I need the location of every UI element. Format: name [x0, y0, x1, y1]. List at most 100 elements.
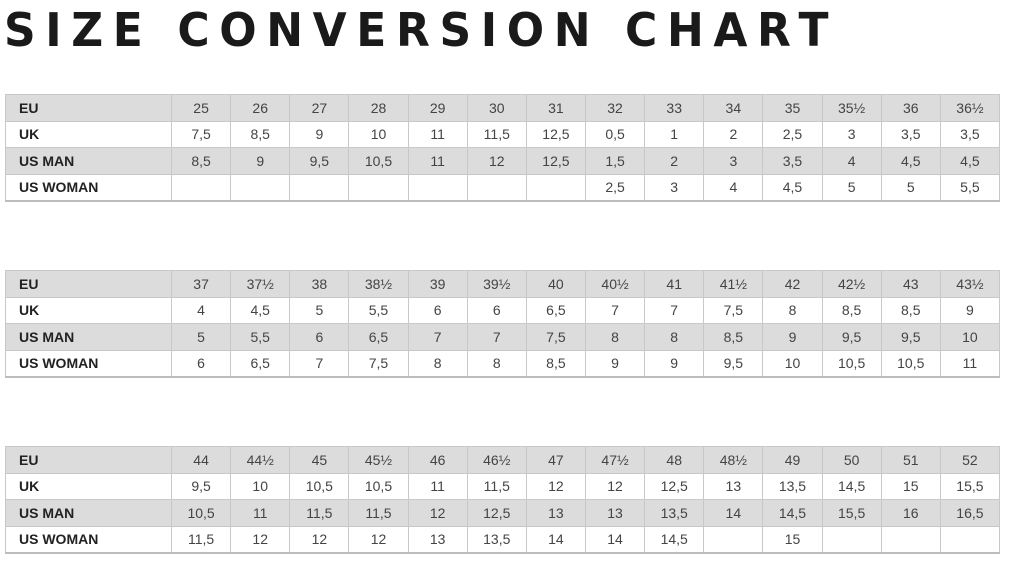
- size-cell: 41½: [703, 270, 764, 298]
- size-cell: 2: [644, 147, 705, 175]
- size-cell: 40½: [584, 270, 646, 298]
- size-cell: 52: [939, 446, 1001, 474]
- size-cell: 1: [644, 120, 705, 148]
- size-table-1: EU 25 26 27 28 29 30 31 32 33 34 35 35½ 36 36½ UK 7,5 8,5…: [5, 94, 1001, 202]
- size-cell: 7,5: [703, 296, 764, 324]
- size-cell: 12: [289, 525, 350, 554]
- size-cell: 11: [407, 472, 468, 500]
- size-cell: 10: [230, 472, 291, 500]
- size-cell: 10,5: [348, 472, 409, 500]
- row-label: EU: [5, 446, 172, 474]
- size-cell: 41: [644, 270, 705, 298]
- size-cell: 3: [644, 173, 705, 202]
- size-cell: 14: [525, 525, 586, 554]
- size-cell: 1,5: [584, 147, 646, 175]
- size-cell: 11,5: [289, 499, 350, 527]
- size-cell: 4,5: [880, 147, 941, 175]
- size-cell: 3,5: [762, 147, 823, 175]
- size-cell: 11: [407, 147, 468, 175]
- size-cell: 15,5: [939, 472, 1001, 500]
- size-cell: 15: [880, 472, 941, 500]
- size-cell: 8,5: [821, 296, 882, 324]
- table-row-eu: EU 25 26 27 28 29 30 31 32 33 34 35 35½ 36 36½: [5, 94, 1001, 122]
- size-cell: 12: [525, 472, 586, 500]
- size-cell: 47: [525, 446, 586, 474]
- size-cell: 37½: [230, 270, 291, 298]
- size-cell: 27: [289, 94, 350, 122]
- size-cell: 14: [584, 525, 646, 554]
- size-cell: 13: [525, 499, 586, 527]
- size-cell: 8: [466, 349, 527, 378]
- table-row-us-man: US MAN 10,5 11 11,5 11,5 12 12,5 13 13 13,5 14 14,5…: [5, 499, 1001, 527]
- row-label: UK: [5, 120, 172, 148]
- size-cell: 12: [348, 525, 409, 554]
- size-cell: 6,5: [230, 349, 291, 378]
- size-cell: 48½: [703, 446, 764, 474]
- row-label: EU: [5, 270, 172, 298]
- size-cell: 0,5: [584, 120, 646, 148]
- size-table-2: EU 37 37½ 38 38½ 39 39½ 40 40½ 41 41½ 42 42½ 43 43½ UK 4…: [5, 270, 1001, 378]
- size-cell: 51: [880, 446, 941, 474]
- size-cell: 7: [466, 323, 527, 351]
- size-cell: 45: [289, 446, 350, 474]
- size-cell: 39½: [466, 270, 527, 298]
- size-cell: 7: [289, 349, 350, 378]
- size-cell: 48: [644, 446, 705, 474]
- size-cell: 9,5: [880, 323, 941, 351]
- size-cell: 12: [230, 525, 291, 554]
- row-label: US WOMAN: [5, 349, 172, 378]
- size-cell: 9,5: [289, 147, 350, 175]
- table-row-uk: UK 9,5 10 10,5 10,5 11 11,5 12 12 12,5 13 13,5 14,5 1…: [5, 472, 1001, 500]
- size-cell: 10: [762, 349, 823, 378]
- size-cell: 37: [170, 270, 232, 298]
- page-title: SIZE CONVERSION CHART: [4, 4, 839, 58]
- size-cell: 13,5: [466, 525, 527, 554]
- row-label: US WOMAN: [5, 173, 172, 202]
- size-cell: 4,5: [939, 147, 1001, 175]
- table-row-us-woman: US WOMAN 2,5 3 4 4,5 5 5 5,5: [5, 173, 1001, 202]
- size-cell: 12: [466, 147, 527, 175]
- size-cell: 8,5: [703, 323, 764, 351]
- table-row-eu: EU 44 44½ 45 45½ 46 46½ 47 47½ 48 48½ 49 50 51 52: [5, 446, 1001, 474]
- size-cell: 39: [407, 270, 468, 298]
- size-cell: 14,5: [762, 499, 823, 527]
- size-cell: 5,5: [939, 173, 1001, 202]
- size-cell: 14,5: [821, 472, 882, 500]
- size-cell: 28: [348, 94, 409, 122]
- size-cell: 47½: [584, 446, 646, 474]
- size-cell: 3: [821, 120, 882, 148]
- size-cell: 12: [407, 499, 468, 527]
- size-cell: [289, 173, 350, 202]
- size-cell: 5: [289, 296, 350, 324]
- size-cell: 14,5: [644, 525, 705, 554]
- size-cell: 50: [821, 446, 882, 474]
- size-cell: [407, 173, 468, 202]
- size-cell: [880, 525, 941, 554]
- row-label: UK: [5, 472, 172, 500]
- size-cell: 46: [407, 446, 468, 474]
- size-cell: 7,5: [348, 349, 409, 378]
- size-cell: 42: [762, 270, 823, 298]
- size-cell: 35½: [821, 94, 882, 122]
- table-row-us-man: US MAN 8,5 9 9,5 10,5 11 12 12,5 1,5 2 3 3,5 4 4,5 4,5: [5, 147, 1001, 175]
- size-cell: 2: [703, 120, 764, 148]
- size-cell: 11: [407, 120, 468, 148]
- size-cell: 43½: [939, 270, 1001, 298]
- size-cell: [703, 525, 764, 554]
- size-cell: 8,5: [525, 349, 586, 378]
- size-cell: [525, 173, 586, 202]
- size-cell: 10,5: [821, 349, 882, 378]
- size-cell: 30: [466, 94, 527, 122]
- size-cell: 10: [939, 323, 1001, 351]
- table-row-uk: UK 7,5 8,5 9 10 11 11,5 12,5 0,5 1 2 2,5 3 3,5 3,5: [5, 120, 1001, 148]
- size-cell: 4: [703, 173, 764, 202]
- row-label: UK: [5, 296, 172, 324]
- size-cell: 11,5: [466, 472, 527, 500]
- size-cell: 38½: [348, 270, 409, 298]
- size-cell: 4: [821, 147, 882, 175]
- size-cell: 29: [407, 94, 468, 122]
- size-cell: 7: [644, 296, 705, 324]
- size-cell: 6,5: [348, 323, 409, 351]
- size-cell: 2,5: [584, 173, 646, 202]
- size-cell: 25: [170, 94, 232, 122]
